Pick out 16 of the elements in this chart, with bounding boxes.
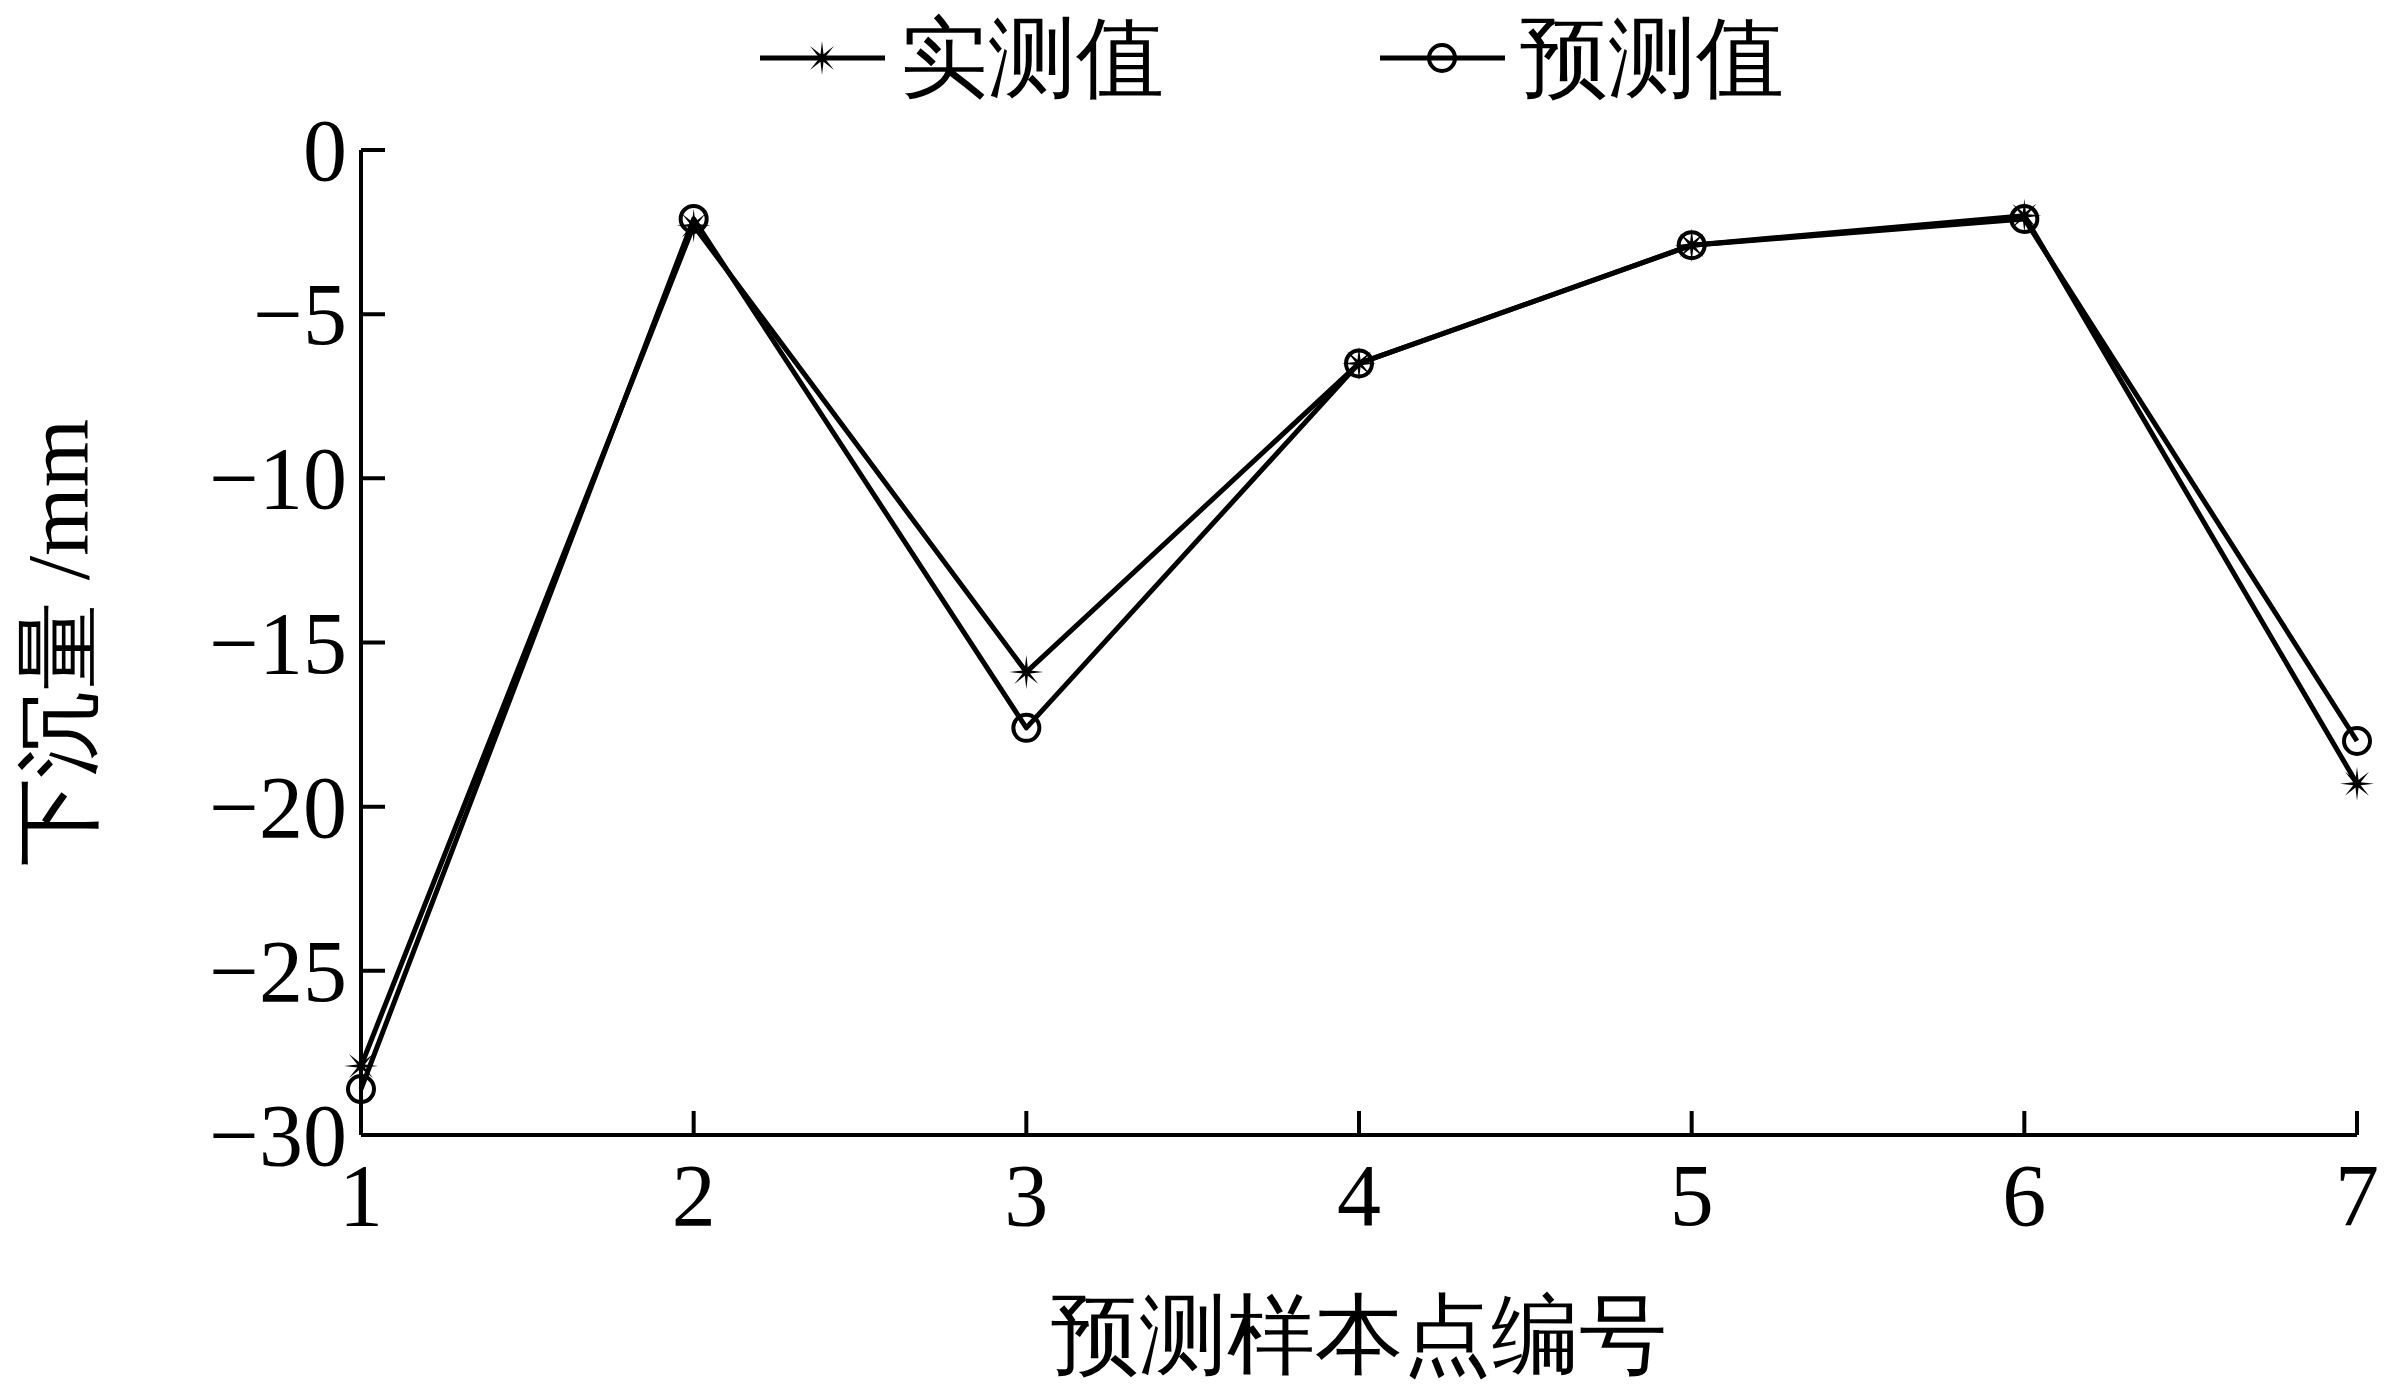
legend-label: 预测值 (1520, 10, 1784, 107)
y-tick-label: 0 (303, 102, 347, 199)
x-tick-label: 3 (1004, 1147, 1049, 1244)
y-tick-label: −25 (209, 922, 347, 1020)
x-tick-label: 7 (2335, 1147, 2379, 1244)
x-axis-title: 预测样本点编号 (1051, 1287, 1667, 1384)
x-tick-label: 4 (1337, 1147, 1381, 1244)
y-tick-label: −15 (209, 594, 347, 692)
y-tick-label: −5 (253, 266, 347, 364)
y-axis-title: 下沉量 /mm (10, 418, 107, 867)
x-tick-label: 2 (671, 1147, 716, 1244)
y-tick-label: −20 (209, 758, 347, 856)
x-tick-label: 6 (2002, 1147, 2047, 1244)
legend-label: 实测值 (900, 10, 1164, 107)
y-tick-label: −10 (209, 430, 347, 528)
x-tick-label: 5 (1669, 1147, 1714, 1244)
